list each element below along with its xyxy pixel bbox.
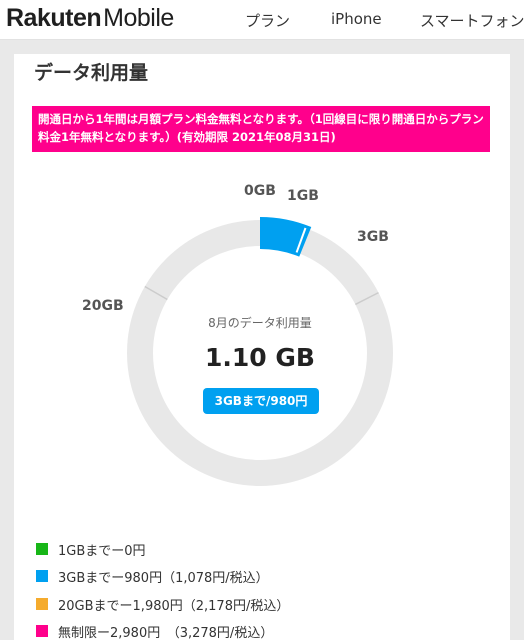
plan-tier-badge[interactable]: 3GBまで/980円 <box>203 388 319 414</box>
page-title: データ利用量 <box>34 62 149 84</box>
tick-1gb <box>295 227 307 253</box>
legend-swatch <box>36 598 48 610</box>
legend-label: 3GBまでー980円（1,078円/税込） <box>58 571 269 586</box>
tick-label-3gb: 3GB <box>357 229 389 245</box>
nav-item-plan[interactable]: プラン <box>245 12 291 30</box>
legend-swatch <box>36 570 48 582</box>
nav-item-iphone[interactable]: iPhone <box>331 10 382 28</box>
logo-light-text: Mobile <box>103 4 174 32</box>
logo-bold-text: Rakuten <box>6 4 102 32</box>
tick-label-0gb: 0GB <box>244 183 276 199</box>
legend-label: 1GBまでー0円 <box>58 544 146 559</box>
legend-label: 20GBまでー1,980円（2,178円/税込） <box>58 599 290 614</box>
usage-month-label: 8月のデータ利用量 <box>208 316 312 330</box>
tick-20gb <box>144 285 168 301</box>
legend-swatch <box>36 625 48 637</box>
nav-item-smartphone[interactable]: スマートフォン <box>420 12 524 30</box>
usage-amount: 1.10 GB <box>205 343 315 372</box>
free-plan-banner: 開通日から1年間は月額プラン料金無料となります。（1回線目に限り開通日からプラン… <box>32 106 490 152</box>
legend-swatch <box>36 543 48 555</box>
top-navigation: RakutenMobile プラン iPhone スマートフォン <box>0 0 524 40</box>
tick-3gb <box>354 291 379 306</box>
tick-label-1gb: 1GB <box>287 188 319 204</box>
rakuten-mobile-logo[interactable]: RakutenMobile <box>6 4 174 33</box>
donut-used-arc <box>259 217 312 257</box>
tick-label-20gb: 20GB <box>82 298 124 314</box>
legend-label: 無制限ー2,980円 （3,278円/税込） <box>58 626 274 640</box>
